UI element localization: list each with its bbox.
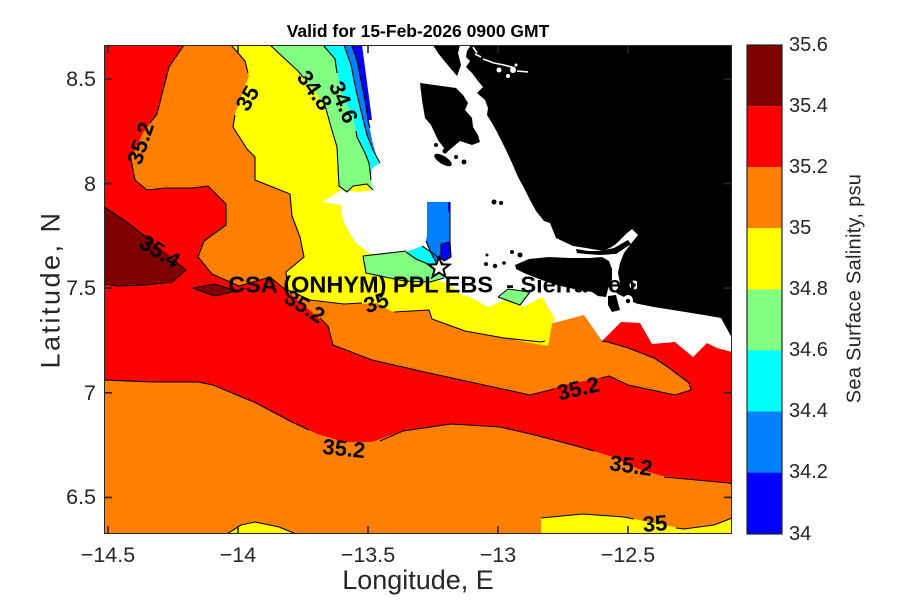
svg-text:35: 35 (642, 510, 668, 534)
svg-text:35.2: 35.2 (608, 450, 654, 481)
svg-text:35.2: 35.2 (321, 434, 366, 463)
